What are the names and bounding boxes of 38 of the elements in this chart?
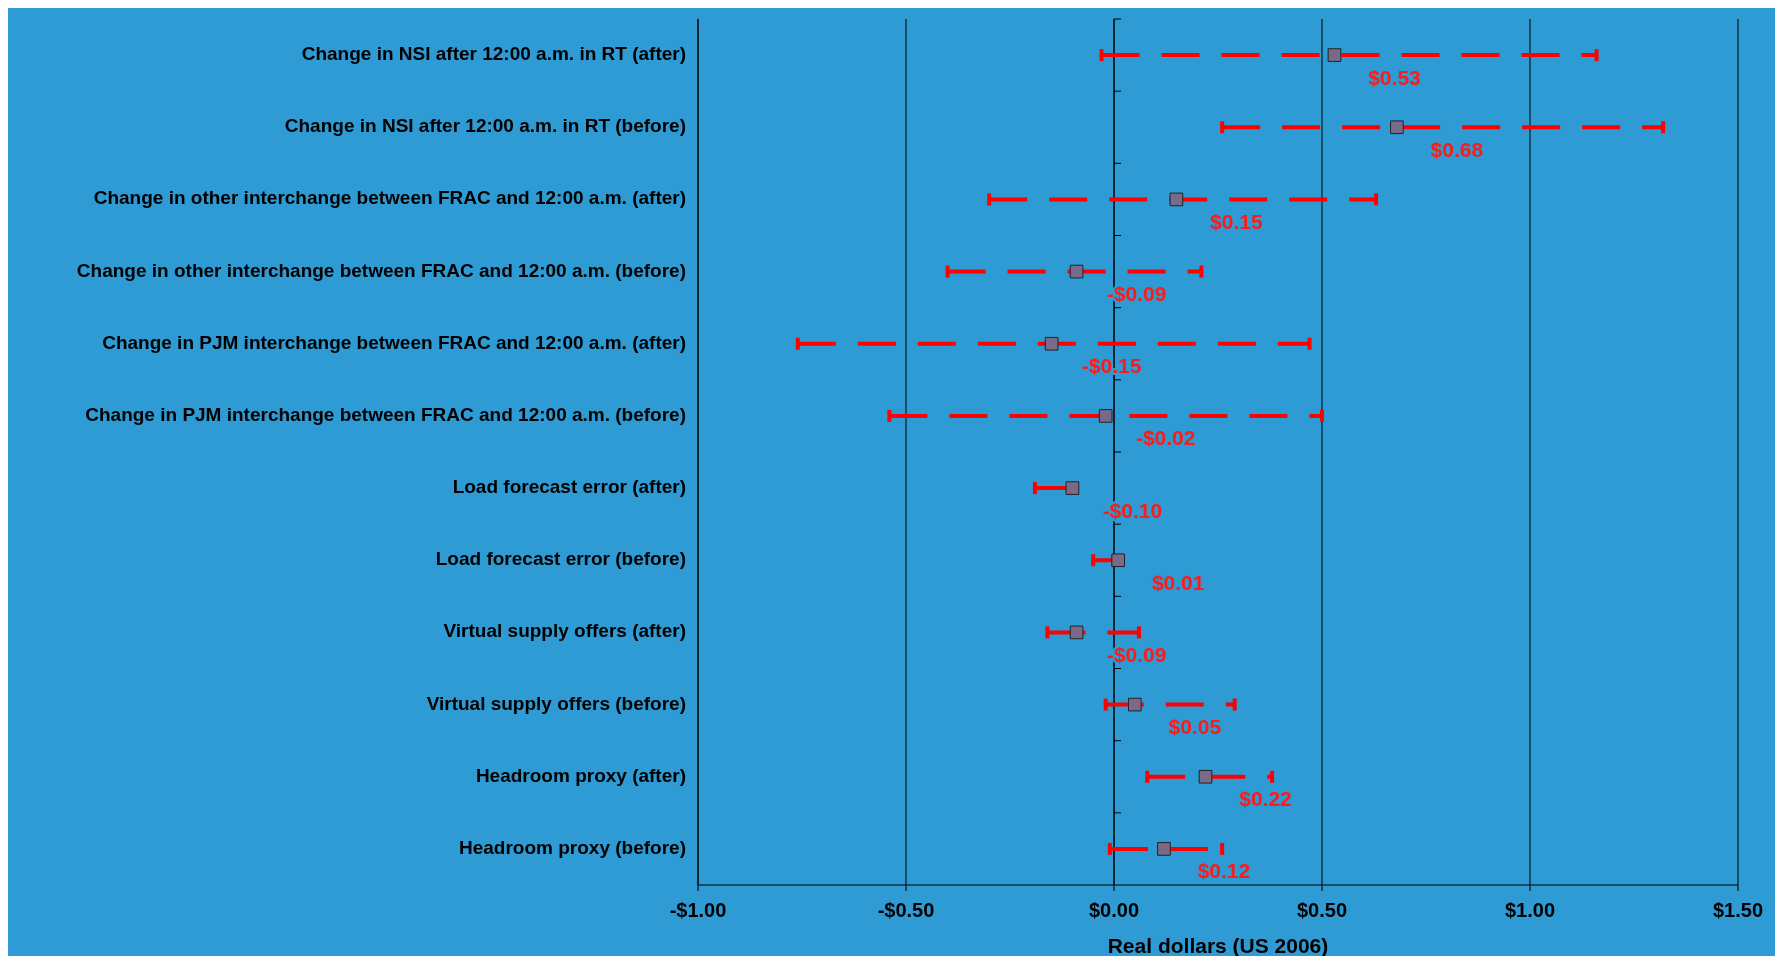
y-tick-label: Load forecast error (before) xyxy=(435,548,686,570)
point xyxy=(1327,48,1342,62)
data-label: -$0.02 xyxy=(1135,426,1196,450)
point xyxy=(1127,697,1142,712)
y-tick-label: Virtual supply offers (after) xyxy=(443,620,686,642)
x-tick-label: -$0.50 xyxy=(877,899,935,921)
y-tick-label: Virtual supply offers (before) xyxy=(426,692,686,714)
x-tick-label: $0.50 xyxy=(1296,899,1348,921)
y-tick-label: Change in NSI after 12:00 a.m. in RT (before) xyxy=(284,115,686,137)
y-tick-label: Change in NSI after 12:00 a.m. in RT (after) xyxy=(301,43,686,65)
x-tick-label: $1.00 xyxy=(1504,899,1556,921)
y-tick-label: Change in other interchange between FRAC and 12:00 a.m. (before) xyxy=(76,259,686,281)
data-label: $0.01 xyxy=(1151,570,1205,594)
point xyxy=(1065,481,1080,495)
x-tick-label: $1.50 xyxy=(1712,899,1764,921)
point xyxy=(1390,120,1404,135)
point xyxy=(1044,336,1059,351)
x-tick-label: $0.00 xyxy=(1088,899,1140,921)
y-tick-label: Change in other interchange between FRAC and 12:00 a.m. (after) xyxy=(93,187,686,209)
point xyxy=(1169,192,1184,207)
x-tick-label: -$1.00 xyxy=(669,899,727,921)
point xyxy=(1069,625,1084,640)
point xyxy=(1069,264,1084,279)
y-tick-label: Change in PJM interchange between FRAC and 12:00 a.m. (after) xyxy=(102,331,686,353)
data-label: $0.68 xyxy=(1430,137,1484,161)
point xyxy=(1098,409,1113,423)
point xyxy=(1111,553,1125,568)
y-tick-label: Headroom proxy (before) xyxy=(459,836,686,858)
data-label: $0.22 xyxy=(1239,787,1292,811)
point xyxy=(1157,842,1171,856)
point xyxy=(1198,769,1213,784)
y-tick-label: Load forecast error (after) xyxy=(452,476,686,498)
data-label: $0.53 xyxy=(1368,65,1421,89)
y-tick-label: Change in PJM interchange between FRAC and 12:00 a.m. (before) xyxy=(85,403,686,425)
data-label: $0.05 xyxy=(1168,715,1222,739)
data-label: $0.15 xyxy=(1210,209,1263,233)
y-tick-label: Headroom proxy (after) xyxy=(475,764,686,786)
data-label: $0.12 xyxy=(1197,859,1251,883)
